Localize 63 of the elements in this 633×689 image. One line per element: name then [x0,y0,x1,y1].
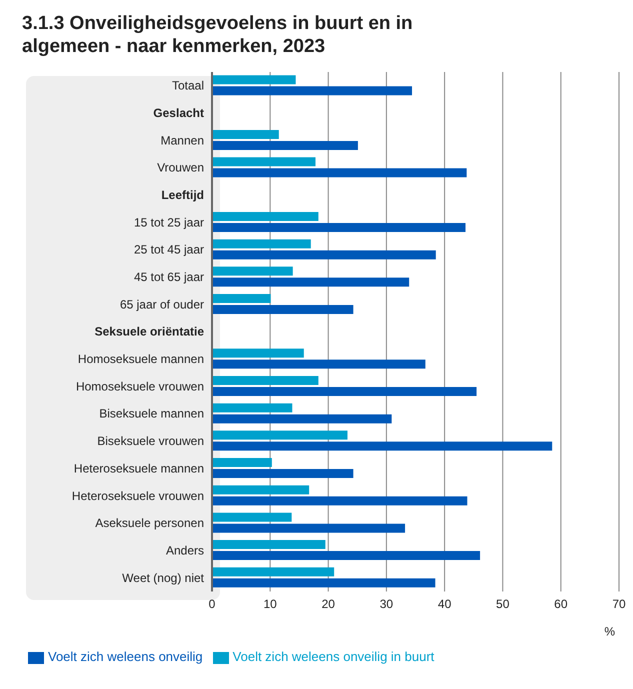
bar [212,212,318,221]
bar [212,278,410,287]
y-tick-label: Heteroseksuele mannen [74,461,204,476]
chart-title: 3.1.3 Onveiligheidsgevoelens in buurt en in algemeen - naar kenmerken, 2023 [21,12,414,59]
bar [212,469,354,478]
y-tick-label: Geslacht [153,106,204,120]
y-tick-label: 45 tot 65 jaar [134,270,204,284]
x-tick-label: 50 [496,596,510,611]
x-tick-label: 60 [554,596,568,611]
x-tick-label: 0 [208,596,216,611]
y-tick-label: Homoseksuele vrouwen [76,379,204,394]
bar [212,442,552,451]
bar [212,485,310,494]
x-tick-label: 70 [612,596,626,611]
bar [212,130,279,139]
bar [212,157,316,166]
bar [212,387,477,396]
bar [212,496,468,506]
y-tick-label: Mannen [160,133,204,148]
bar [212,168,467,178]
bar [212,86,412,96]
y-tick-label: 25 tot 45 jaar [134,242,204,257]
y-tick-label: Heteroseksuele vrouwen [72,488,204,503]
x-axis-title: % [604,624,616,638]
bar [212,403,292,412]
y-tick-label: Aseksuele personen [95,516,204,530]
bar [212,250,436,260]
y-tick-label: Weet (nog) niet [122,570,205,585]
bar [212,430,348,440]
x-tick-label: 30 [380,596,394,611]
y-tick-label: Seksuele oriëntatie [94,324,204,339]
bar [212,458,272,468]
bar [212,239,311,248]
bar [212,578,436,588]
y-tick-label: 15 tot 25 jaar [134,215,204,230]
x-tick-label: 40 [438,596,452,611]
bar [212,348,304,358]
x-tick-label: 10 [263,596,278,611]
bar [212,140,358,150]
y-tick-label: Biseksuele vrouwen [97,434,204,448]
y-tick-label: Anders [166,543,204,558]
y-tick-label: Biseksuele mannen [99,406,204,421]
bar [212,414,392,424]
bar [212,540,326,550]
bar [212,567,334,576]
bar [212,75,296,84]
bar [212,294,271,303]
y-tick-label: Totaal [172,78,204,93]
y-tick-label: Vrouwen [157,160,204,175]
bar [212,266,293,276]
bar [212,512,292,522]
y-tick-label: 65 jaar of ouder [120,297,204,312]
bar [212,524,406,533]
y-tick-label: Leeftijd [161,188,204,202]
legend-label: Voelt zich weleens onveilig [48,649,203,664]
bar [212,304,354,314]
bar [212,376,318,386]
bar [212,222,466,232]
bar [212,360,426,369]
bar [212,551,480,560]
legend-label: Voelt zich weleens onveilig in buurt [232,649,434,664]
y-tick-label: Homoseksuele mannen [78,352,204,366]
x-tick-label: 20 [322,596,336,611]
